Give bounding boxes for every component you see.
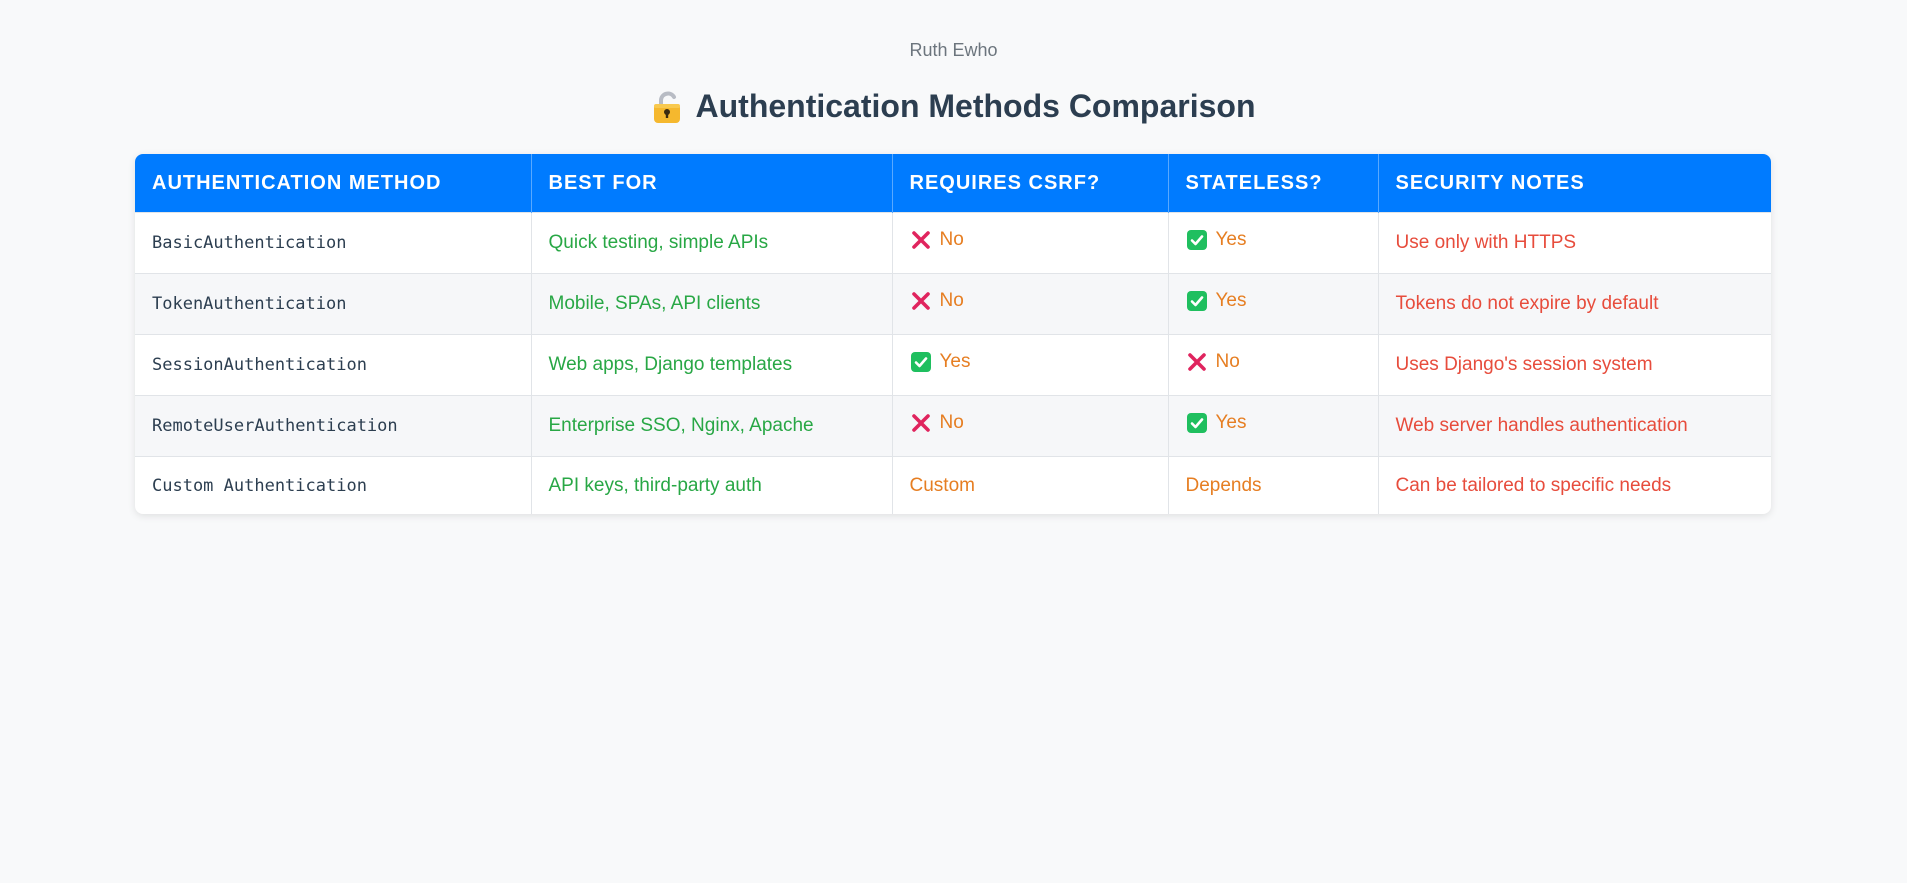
stateless-cell: Yes [1168,212,1379,274]
best-for-cell: Enterprise SSO, Nginx, Apache [531,395,893,457]
stateless-label: Yes [1215,290,1247,311]
best-for-cell: API keys, third-party auth [531,456,893,514]
column-header-stateless: Stateless? [1168,154,1379,213]
cross-icon [911,231,930,249]
comparison-table: Authentication Method Best For Requires … [135,154,1771,514]
check-icon [1186,291,1207,311]
column-header-csrf: Requires CSRF? [892,154,1169,213]
csrf-label: No [939,229,964,250]
table-row: RemoteUserAuthentication Enterprise SSO,… [135,395,1771,457]
column-header-best-for: Best For [531,154,893,213]
stateless-cell: Yes [1168,395,1379,457]
best-for-cell: Quick testing, simple APIs [531,212,893,274]
table-row: Custom Authentication API keys, third-pa… [135,456,1771,514]
title-text: Authentication Methods Comparison [695,88,1256,124]
csrf-cell: No [892,212,1169,274]
method-cell: Custom Authentication [135,456,532,514]
lock-icon [652,90,682,124]
check-icon [1186,230,1207,250]
table-row: SessionAuthentication Web apps, Django t… [135,334,1771,396]
cross-icon [1187,353,1206,371]
csrf-cell: Yes [892,334,1169,396]
column-header-security-notes: Security Notes [1378,154,1771,213]
method-cell: SessionAuthentication [135,334,532,396]
csrf-label: No [939,412,964,433]
stateless-label: Yes [1215,412,1247,433]
csrf-label: No [939,290,964,311]
table-header-row: Authentication Method Best For Requires … [135,154,1771,213]
security-notes-cell: Use only with HTTPS [1378,212,1771,274]
csrf-cell: Custom [892,456,1169,514]
table-row: BasicAuthentication Quick testing, simpl… [135,212,1771,274]
page-title: Authentication Methods Comparison [0,88,1907,125]
author-name: Ruth Ewho [909,40,998,60]
best-for-cell: Web apps, Django templates [531,334,893,396]
stateless-cell: Depends [1168,456,1379,514]
table-row: TokenAuthentication Mobile, SPAs, API cl… [135,273,1771,335]
stateless-label: Yes [1215,229,1247,250]
method-cell: BasicAuthentication [135,212,532,274]
csrf-cell: No [892,273,1169,335]
security-notes-cell: Can be tailored to specific needs [1378,456,1771,514]
security-notes-cell: Uses Django's session system [1378,334,1771,396]
method-cell: TokenAuthentication [135,273,532,335]
cross-icon [911,414,930,432]
check-icon [910,352,931,372]
stateless-cell: Yes [1168,273,1379,335]
cross-icon [911,292,930,310]
check-icon [1186,413,1207,433]
csrf-cell: No [892,395,1169,457]
column-header-method: Authentication Method [135,154,532,213]
security-notes-cell: Tokens do not expire by default [1378,273,1771,335]
stateless-cell: No [1168,334,1379,396]
method-cell: RemoteUserAuthentication [135,395,532,457]
security-notes-cell: Web server handles authentication [1378,395,1771,457]
stateless-label: No [1215,351,1240,372]
best-for-cell: Mobile, SPAs, API clients [531,273,893,335]
csrf-label: Yes [939,351,971,372]
